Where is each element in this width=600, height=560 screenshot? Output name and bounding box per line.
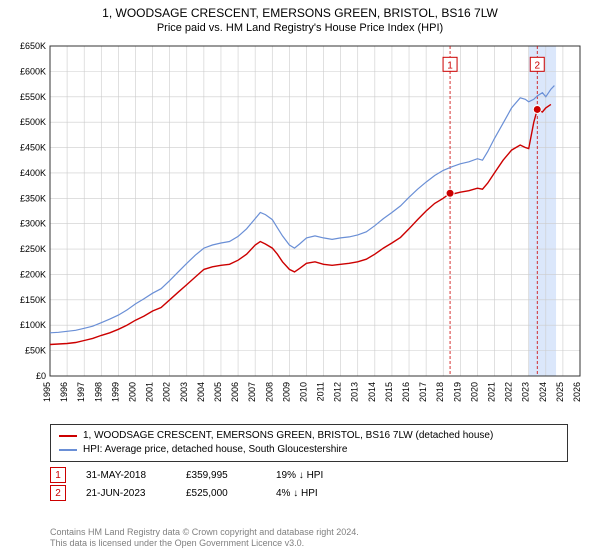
svg-text:2007: 2007 — [247, 382, 257, 402]
svg-text:£200K: £200K — [20, 269, 46, 279]
svg-text:£100K: £100K — [20, 320, 46, 330]
sale-badge: 2 — [50, 485, 66, 501]
chart-area: £0 £50K £100K £150K £200K £250K £300K £350K £400… — [0, 38, 600, 418]
chart-subtitle: Price paid vs. HM Land Registry's House … — [0, 20, 600, 34]
svg-text:£150K: £150K — [20, 295, 46, 305]
svg-text:2018: 2018 — [435, 382, 445, 402]
svg-text:£0: £0 — [36, 371, 46, 381]
sale-date: 21-JUN-2023 — [86, 488, 166, 499]
svg-text:£550K: £550K — [20, 92, 46, 102]
svg-text:2017: 2017 — [418, 382, 428, 402]
svg-text:2001: 2001 — [145, 382, 155, 402]
sale-badge: 1 — [50, 467, 66, 483]
svg-text:2009: 2009 — [281, 382, 291, 402]
svg-text:1: 1 — [447, 60, 453, 71]
footnote: Contains HM Land Registry data © Crown c… — [50, 527, 359, 550]
svg-text:2023: 2023 — [521, 382, 531, 402]
sale-price: £525,000 — [186, 488, 256, 499]
svg-text:2025: 2025 — [555, 382, 565, 402]
svg-text:2003: 2003 — [179, 382, 189, 402]
svg-text:£500K: £500K — [20, 117, 46, 127]
sale-pct: 19% ↓ HPI — [276, 470, 356, 481]
svg-text:2019: 2019 — [452, 382, 462, 402]
svg-text:2006: 2006 — [230, 382, 240, 402]
svg-text:2014: 2014 — [367, 382, 377, 402]
svg-text:£50K: £50K — [25, 346, 46, 356]
sale-date: 31-MAY-2018 — [86, 470, 166, 481]
sale-row: 1 31-MAY-2018 £359,995 19% ↓ HPI — [50, 466, 356, 484]
svg-text:2004: 2004 — [196, 382, 206, 402]
legend-swatch-hpi — [59, 449, 77, 451]
legend-box: 1, WOODSAGE CRESCENT, EMERSONS GREEN, BR… — [50, 424, 568, 462]
svg-text:1997: 1997 — [76, 382, 86, 402]
svg-text:1999: 1999 — [110, 382, 120, 402]
svg-text:£450K: £450K — [20, 143, 46, 153]
sale-row: 2 21-JUN-2023 £525,000 4% ↓ HPI — [50, 484, 356, 502]
svg-text:2002: 2002 — [162, 382, 172, 402]
sale-pct: 4% ↓ HPI — [276, 488, 356, 499]
svg-text:2015: 2015 — [384, 382, 394, 402]
svg-text:£650K: £650K — [20, 41, 46, 51]
svg-text:2026: 2026 — [572, 382, 582, 402]
svg-text:2022: 2022 — [504, 382, 514, 402]
svg-text:£300K: £300K — [20, 219, 46, 229]
svg-text:2024: 2024 — [538, 382, 548, 402]
sales-rows: 1 31-MAY-2018 £359,995 19% ↓ HPI 2 21-JU… — [50, 466, 356, 502]
svg-text:1995: 1995 — [42, 382, 52, 402]
svg-text:2012: 2012 — [333, 382, 343, 402]
svg-text:2011: 2011 — [316, 382, 326, 401]
footnote-line1: Contains HM Land Registry data © Crown c… — [50, 527, 359, 539]
legend-row-hpi: HPI: Average price, detached house, Sout… — [59, 443, 559, 457]
legend-label-subject: 1, WOODSAGE CRESCENT, EMERSONS GREEN, BR… — [83, 429, 493, 443]
chart-title: 1, WOODSAGE CRESCENT, EMERSONS GREEN, BR… — [0, 0, 600, 20]
legend-label-hpi: HPI: Average price, detached house, Sout… — [83, 443, 347, 457]
svg-text:1996: 1996 — [59, 382, 69, 402]
svg-text:1998: 1998 — [93, 382, 103, 402]
svg-text:2: 2 — [534, 60, 540, 71]
svg-text:£250K: £250K — [20, 244, 46, 254]
legend-swatch-subject — [59, 435, 77, 437]
chart-svg: £0 £50K £100K £150K £200K £250K £300K £350K £400… — [0, 38, 600, 418]
svg-text:2021: 2021 — [487, 382, 497, 402]
svg-text:£600K: £600K — [20, 66, 46, 76]
svg-text:£350K: £350K — [20, 193, 46, 203]
svg-text:£400K: £400K — [20, 168, 46, 178]
svg-text:2016: 2016 — [401, 382, 411, 402]
svg-text:2010: 2010 — [298, 382, 308, 402]
legend-row-subject: 1, WOODSAGE CRESCENT, EMERSONS GREEN, BR… — [59, 429, 559, 443]
svg-text:2020: 2020 — [469, 382, 479, 402]
svg-text:2013: 2013 — [350, 382, 360, 402]
footnote-line2: This data is licensed under the Open Gov… — [50, 538, 359, 550]
svg-text:2000: 2000 — [127, 382, 137, 402]
svg-text:2008: 2008 — [264, 382, 274, 402]
chart-container: 1, WOODSAGE CRESCENT, EMERSONS GREEN, BR… — [0, 0, 600, 560]
svg-text:2005: 2005 — [213, 382, 223, 402]
sale-price: £359,995 — [186, 470, 256, 481]
